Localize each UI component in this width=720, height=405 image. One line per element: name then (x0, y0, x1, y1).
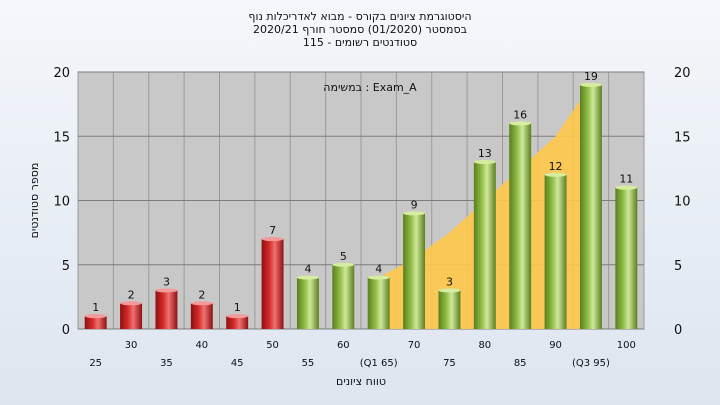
y-tick-label-right: 0 (674, 323, 682, 338)
bar (155, 290, 178, 329)
x-tick-label: 55 (302, 358, 315, 369)
bar (190, 303, 213, 329)
x-tick-label: 60 (337, 340, 350, 351)
y-tick-label-left: 20 (53, 66, 70, 81)
bar-top (403, 211, 426, 216)
bar-data-label: 3 (446, 275, 453, 288)
bar-data-label: 2 (128, 288, 135, 301)
plot-annotation: במשימה : Exam_A (323, 81, 417, 94)
y-tick-label-left: 15 (53, 130, 70, 145)
x-tick-label: 90 (549, 340, 562, 351)
y-tick-label-right: 10 (674, 195, 691, 210)
bar (579, 84, 602, 329)
bar-top (473, 159, 496, 164)
bar-data-label: 9 (411, 198, 418, 211)
bar-data-label: 4 (375, 263, 382, 276)
bar (615, 187, 638, 329)
x-tick-label: 30 (125, 340, 138, 351)
bar-top (544, 172, 567, 177)
bar (261, 239, 284, 329)
bar (120, 303, 143, 329)
title-line-3: סטודנטים רשומים - 115 (302, 36, 418, 49)
x-tick-label: 85 (514, 358, 527, 369)
bar-data-label: 5 (340, 250, 347, 263)
x-tick-label: 25 (89, 358, 102, 369)
bar (84, 316, 107, 329)
bar-data-label: 7 (269, 224, 276, 237)
x-tick-label: (Q1 65) (360, 358, 398, 369)
x-axis-label: טווח ציונים (336, 375, 386, 388)
bar-top (155, 288, 178, 293)
bar-top (296, 275, 319, 280)
bar (509, 123, 532, 330)
bar-top (190, 301, 213, 306)
y-tick-label-left: 0 (62, 323, 70, 338)
bar-data-label: 13 (478, 147, 492, 160)
bar-top (615, 185, 638, 190)
bar (226, 316, 249, 329)
bar (332, 264, 355, 329)
bar (367, 277, 390, 329)
bar-data-label: 16 (513, 108, 527, 121)
x-tick-label: 35 (160, 358, 173, 369)
title-line-2: בסמסטר (01/2020) סמסטר חורף 2020/21 (253, 23, 467, 36)
x-tick-label: 50 (266, 340, 279, 351)
bar-top (120, 301, 143, 306)
x-tick-label: 100 (617, 340, 636, 351)
x-tick-label: 40 (195, 340, 208, 351)
y-tick-label-left: 10 (53, 195, 70, 210)
y-tick-label-right: 20 (674, 66, 691, 81)
x-tick-label: (Q3 95) (572, 358, 610, 369)
bar (403, 213, 426, 329)
bar-top (226, 314, 249, 319)
title-line-1: היסטוגרמת ציונים בקורס - מבוא לאדריכלות … (248, 10, 472, 23)
bar-top (579, 82, 602, 87)
bar-top (509, 121, 532, 126)
bar-top (332, 262, 355, 267)
bar-data-label: 19 (584, 70, 598, 83)
bar (544, 174, 567, 329)
bar-data-label: 11 (619, 173, 633, 186)
bar-data-label: 4 (304, 263, 311, 276)
bar-data-label: 3 (163, 275, 170, 288)
bar-data-label: 2 (198, 288, 205, 301)
bar-top (84, 314, 107, 319)
y-axis-label: מספר סטודנטים (28, 163, 41, 239)
x-tick-label: 80 (478, 340, 491, 351)
bar-top (438, 288, 461, 293)
bar-top (261, 237, 284, 242)
y-tick-label-left: 5 (62, 259, 70, 274)
bar-data-label: 12 (549, 160, 563, 173)
bar (473, 161, 496, 329)
chart-title: היסטוגרמת ציונים בקורס - מבוא לאדריכלות … (0, 10, 720, 49)
x-tick-label: 75 (443, 358, 456, 369)
bar (438, 290, 461, 329)
bar (296, 277, 319, 329)
y-tick-label-right: 15 (674, 130, 691, 145)
x-tick-label: 70 (408, 340, 421, 351)
x-tick-label: 45 (231, 358, 244, 369)
bar-data-label: 1 (92, 301, 99, 314)
bar-data-label: 1 (234, 301, 241, 314)
bar-top (367, 275, 390, 280)
y-tick-label-right: 5 (674, 259, 682, 274)
